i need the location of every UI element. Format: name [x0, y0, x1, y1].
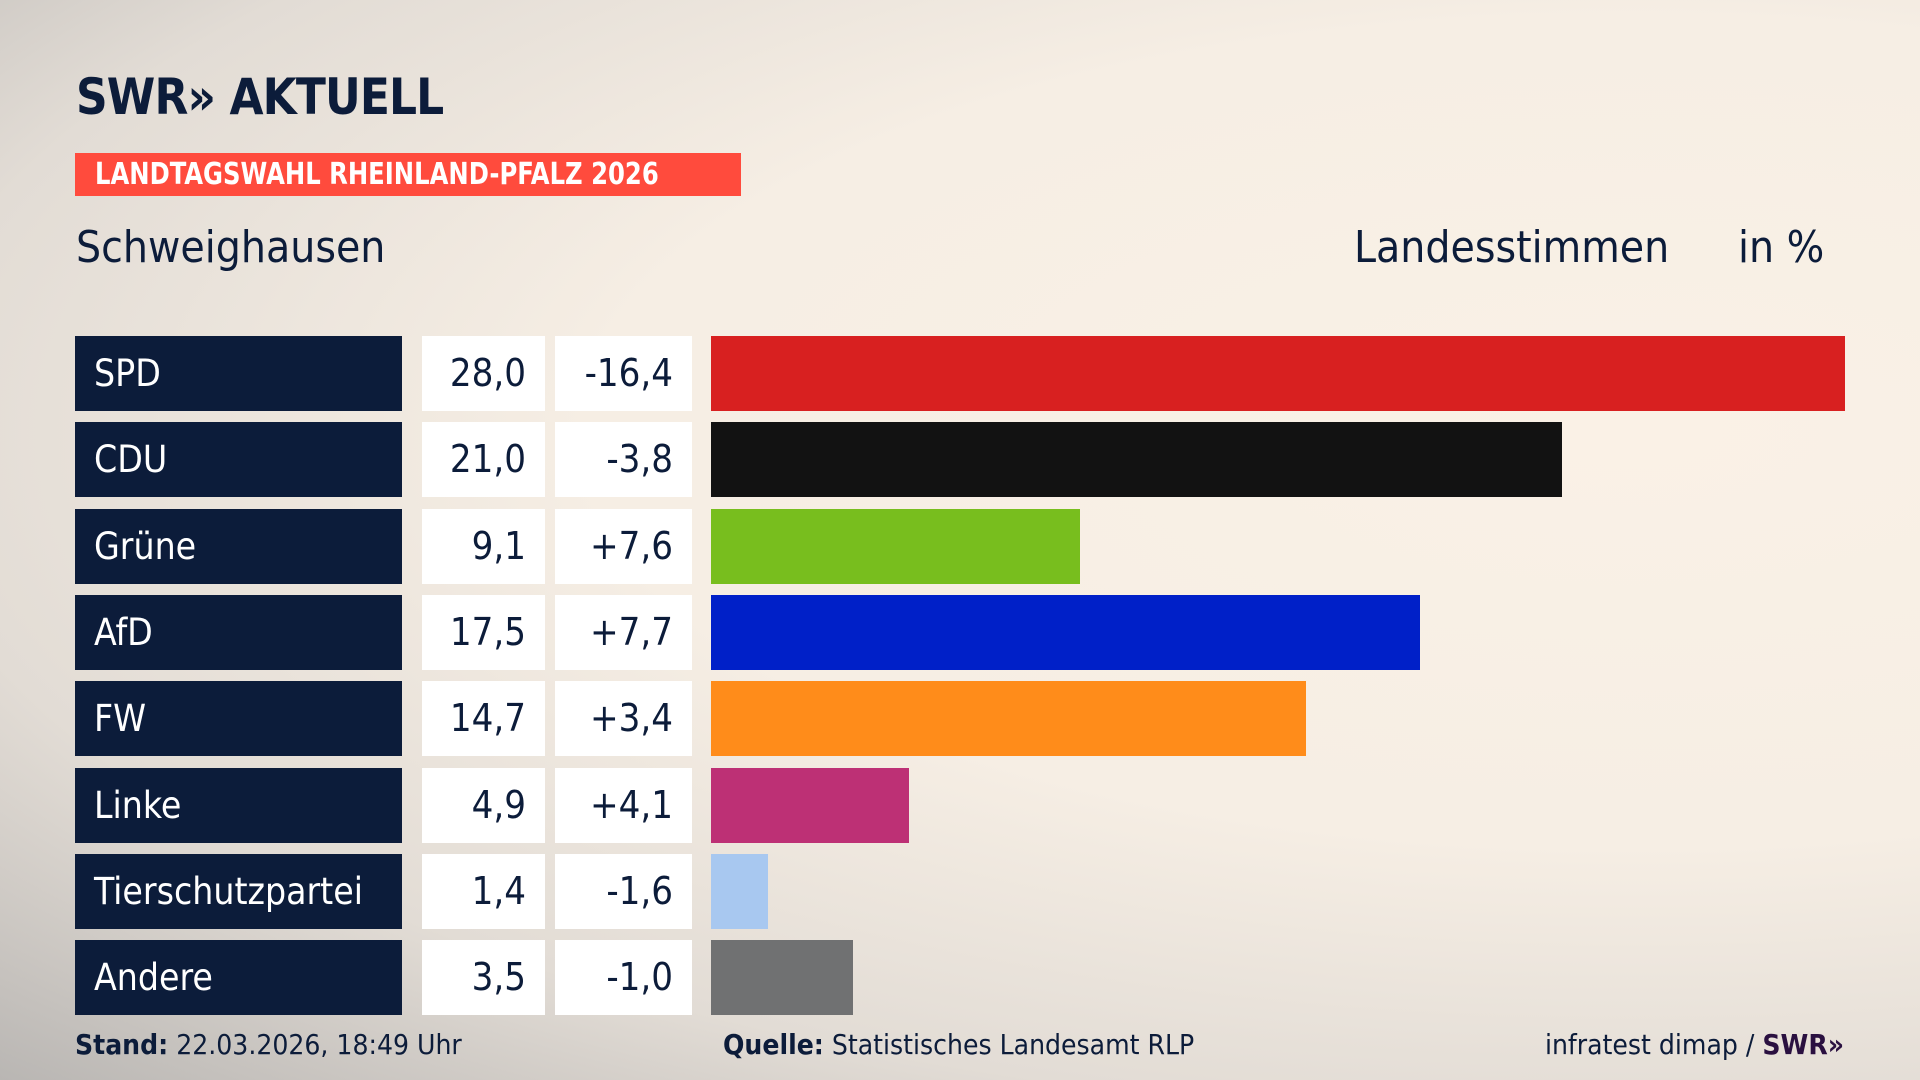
change-label: -16,4 [555, 336, 692, 411]
party-label: Linke [75, 767, 402, 843]
value-label: 14,7 [422, 681, 545, 757]
change-label: +7,7 [555, 594, 692, 670]
location-title: Schweighausen [76, 222, 386, 273]
value-label: 3,5 [422, 940, 545, 1016]
party-label: FW [75, 681, 402, 757]
party-label: SPD [75, 336, 402, 411]
change-label: +7,6 [555, 508, 692, 584]
value-label: 1,4 [422, 853, 545, 929]
bar-spd [711, 336, 1845, 411]
source: Quelle: Statistisches Landesamt RLP [723, 1028, 1194, 1061]
bar-cdu [711, 422, 1562, 498]
stand-label: Stand: [75, 1028, 169, 1061]
bar-grüne [711, 508, 1080, 584]
change-label: +3,4 [555, 681, 692, 757]
party-label: Tierschutzpartei [75, 853, 402, 929]
bar-fw [711, 681, 1307, 757]
bar-andere [711, 940, 853, 1016]
bar-linke [711, 767, 910, 843]
party-label: Andere [75, 940, 402, 1016]
credit-text: infratest dimap / [1544, 1028, 1755, 1061]
value-label: 21,0 [422, 422, 545, 498]
timestamp: Stand: 22.03.2026, 18:49 Uhr [75, 1028, 462, 1061]
chart-title: Landesstimmen [1354, 222, 1670, 273]
stand-value: 22.03.2026, 18:49 Uhr [176, 1028, 462, 1061]
value-label: 28,0 [422, 336, 545, 411]
election-banner: LANDTAGSWAHL RHEINLAND-PFALZ 2026 [75, 153, 742, 196]
source-label: Quelle: [723, 1028, 824, 1061]
value-label: 4,9 [422, 767, 545, 843]
bar-afd [711, 594, 1420, 670]
party-label: Grüne [75, 508, 402, 584]
change-label: -1,6 [555, 853, 692, 929]
party-label: AfD [75, 594, 402, 670]
swr-aktuell-logo: SWR» AKTUELL [76, 68, 444, 126]
credit: infratest dimap / SWR» [1545, 1028, 1844, 1061]
bar-tierschutzpartei [711, 853, 768, 929]
source-value: Statistisches Landesamt RLP [831, 1028, 1195, 1061]
banner-text: LANDTAGSWAHL RHEINLAND-PFALZ 2026 [95, 157, 659, 192]
party-label: CDU [75, 422, 402, 498]
unit-label: in % [1738, 222, 1825, 273]
change-label: -1,0 [555, 940, 692, 1016]
value-label: 17,5 [422, 594, 545, 670]
change-label: +4,1 [555, 767, 692, 843]
swr-small-logo: SWR» [1762, 1028, 1844, 1061]
change-label: -3,8 [555, 422, 692, 498]
value-label: 9,1 [422, 508, 545, 584]
